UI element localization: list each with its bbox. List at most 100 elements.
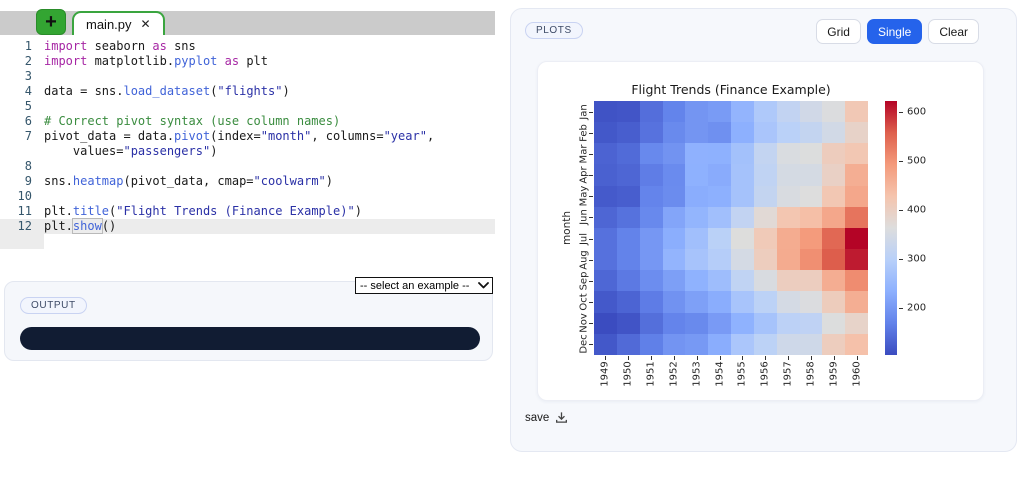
heatmap-cell (731, 291, 754, 313)
heatmap-cell (731, 185, 754, 207)
y-tick (589, 238, 593, 240)
heatmap-cell (685, 122, 709, 144)
x-tick (833, 356, 835, 360)
example-select-dropdown[interactable]: -- select an example -- (355, 277, 493, 294)
colorbar-tick (899, 160, 903, 162)
heatmap-cell (616, 333, 640, 355)
code-line: 8 (0, 159, 495, 174)
heatmap-cell (799, 249, 823, 271)
heatmap-cell (594, 270, 617, 292)
heatmap-cell (639, 185, 663, 207)
heatmap-cell (639, 249, 663, 271)
heatmap-cell (753, 122, 777, 144)
y-tick (589, 259, 593, 261)
heatmap-cell (753, 312, 777, 334)
heatmap-cell (731, 312, 754, 334)
heatmap-cell (822, 101, 846, 123)
heatmap-cell (776, 227, 800, 250)
heatmap-cell (639, 333, 663, 355)
heatmap-cell (845, 312, 868, 334)
x-tick (742, 356, 744, 360)
heatmap-cell (685, 312, 709, 334)
heatmap-cell (708, 185, 731, 207)
tab-main-py[interactable]: main.py ✕ (72, 11, 165, 35)
heatmap-cell (662, 270, 686, 292)
y-tick-label: Jan (578, 103, 590, 120)
x-tick-label: 1954 (714, 361, 726, 387)
heatmap-cell (639, 270, 663, 292)
x-tick-label: 1960 (851, 361, 863, 387)
x-tick (696, 356, 698, 360)
heatmap-cell (708, 143, 731, 165)
x-tick (719, 356, 721, 360)
chevron-down-icon (478, 282, 489, 289)
heatmap-cell (685, 227, 709, 250)
heatmap-cell (662, 206, 686, 228)
y-tick (589, 217, 593, 219)
heatmap-cell (822, 312, 846, 334)
colorbar-tick (899, 258, 903, 260)
colorbar-tick (899, 307, 903, 309)
single-view-button[interactable]: Single (866, 19, 923, 44)
line-number: 11 (17, 204, 32, 218)
code-area[interactable]: 1 import seaborn as sns 2 import matplotlib… (0, 35, 495, 249)
heatmap-cell (594, 333, 617, 355)
heatmap-cell (799, 333, 823, 355)
line-number: 8 (24, 159, 32, 173)
y-tick-label: Sep (578, 271, 590, 291)
heatmap-cell (594, 122, 617, 144)
heatmap-cell (776, 291, 800, 313)
code-text (44, 99, 495, 114)
code-text: # Correct pivot syntax (use column names… (44, 114, 341, 128)
y-tick (589, 280, 593, 282)
x-tick-label: 1951 (645, 361, 657, 387)
tab-label: main.py (86, 16, 132, 32)
heatmap-cell (685, 291, 709, 313)
code-line: 6 # Correct pivot syntax (use column name… (0, 114, 495, 129)
heatmap-cell (731, 249, 754, 271)
heatmap-cell (753, 206, 777, 228)
heatmap-cell (776, 143, 800, 165)
y-tick-label: Nov (578, 313, 590, 334)
plot-title: Flight Trends (Finance Example) (631, 82, 831, 97)
save-button[interactable]: save (525, 411, 568, 424)
heatmap-cell (845, 185, 868, 207)
heatmap-cell (731, 206, 754, 228)
colorbar-tick-label: 600 (907, 106, 927, 118)
colorbar-tick (899, 209, 903, 211)
heatmap-cell (662, 312, 686, 334)
new-tab-button[interactable]: + (36, 9, 66, 35)
heatmap-cell (708, 227, 731, 250)
heatmap-cell (776, 164, 800, 186)
code-text: plt.title("Flight Trends (Finance Exampl… (44, 204, 362, 218)
code-text (44, 189, 495, 204)
heatmap-cell (799, 143, 823, 165)
grid-view-button[interactable]: Grid (816, 19, 861, 44)
heatmap-cell (616, 164, 640, 186)
heatmap-cell (616, 206, 640, 228)
heatmap-cell (776, 312, 800, 334)
x-tick (605, 356, 607, 360)
heatmap-cell (822, 164, 846, 186)
heatmap-cell (662, 122, 686, 144)
heatmap-cell (616, 312, 640, 334)
y-tick-label: Jul (578, 232, 590, 245)
heatmap-cell (639, 122, 663, 144)
clear-plots-button[interactable]: Clear (928, 19, 979, 44)
colorbar-tick-label: 500 (907, 155, 927, 167)
heatmap-cell (776, 270, 800, 292)
heatmap-cell (799, 291, 823, 313)
heatmap-cell (776, 333, 800, 355)
heatmap-cell (594, 291, 617, 313)
x-tick (856, 356, 858, 360)
code-line: values="passengers") (0, 144, 495, 159)
y-tick-label: Dec (578, 334, 590, 355)
heatmap-cell (708, 333, 731, 355)
heatmap-cell (822, 333, 846, 355)
heatmap-cell (822, 122, 846, 144)
heatmap-cell (845, 333, 868, 355)
close-icon[interactable]: ✕ (140, 17, 151, 31)
colorbar (885, 101, 897, 355)
heatmap-cell (616, 143, 640, 165)
heatmap-cell (708, 249, 731, 271)
